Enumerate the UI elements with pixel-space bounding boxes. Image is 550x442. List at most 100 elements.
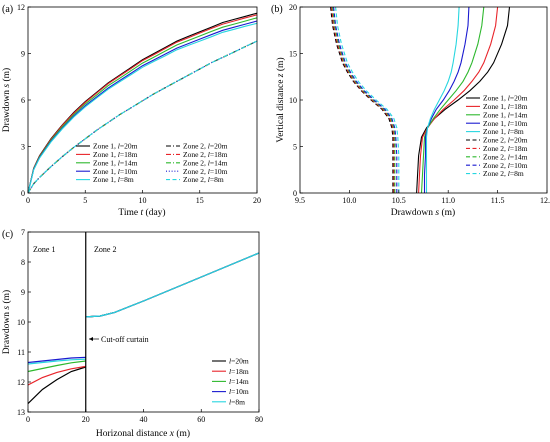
panel-c-ylabel: Drawdown s (m) [1,290,12,354]
panel-c-ytick-label: 11 [17,348,25,357]
panel-a-ylabel: Drawdown s (m) [1,68,12,132]
panel-a-xtick-label: 5 [83,196,87,205]
panel-c-ytick-label: 12 [17,378,25,387]
panel-a-series-zone-1-l-8m [27,22,258,194]
panel-c-xlabel: Horizonal distance x (m) [96,428,190,439]
panel-b-legend-label: Zone 1, l=20m [483,94,528,103]
panel-a-ytick-label: 9 [21,50,25,59]
curtain-annotation: Cut-off curtain [101,335,149,344]
panel-c-ytick-label: 8 [21,258,25,267]
panel-b-ytick-label: 15 [289,50,297,59]
panel-a-legend-label: Zone 1, l=14m [93,158,138,167]
panel-a-legend-label: Zone 2, l=20m [183,142,228,151]
panel-b-series-zone-2-l-20m [330,6,394,193]
panel-c: (c) Zone 1 Zone 2 Cut-off curtain 0 20 40 6… [1,228,263,439]
panel-c-legend-label: l=10m [229,387,249,396]
panel-b-legend-label: Zone 1, l=10m [483,119,528,128]
panel-c-zone2-series-l-8m [85,252,260,318]
panel-c-zone1-series-l-18m [27,365,86,386]
panel-c-zone1-series-l-8m [27,358,86,365]
panel-b-series-zone-2-l-14m [332,6,396,193]
panel-a-legend-label: Zone 2, l=10m [183,167,228,176]
panel-b-series-zone-2-l-8m [335,6,400,193]
panel-c-legend-label: l=20m [229,357,249,366]
panel-c-zone1-series-l-20m [27,366,86,405]
zone-2-label: Zone 2 [94,245,116,254]
panel-c-ytick-label: 7 [21,228,25,237]
panel-c-ytick-label: 10 [17,318,25,327]
panel-b-series-zone-2-l-10m [333,6,398,193]
panel-a-legend-label: Zone 1, l=20m [93,142,138,151]
panel-c-ytick-label: 9 [21,288,25,297]
panel-a-ytick-label: 0 [21,189,25,198]
panel-a-xtick-label: 15 [196,196,204,205]
panel-a-legend-label: Zone 2, l=14m [183,158,228,167]
panel-b-xtick-label: 9.5 [295,196,305,205]
panel-a-legend-label: Zone 2, l=8m [183,175,224,184]
panel-c-zone2-series-l-14m [85,252,260,318]
panel-a-xlabel: Time t (day) [118,207,165,218]
zone-1-label: Zone 1 [33,245,55,254]
panel-a-ytick-label: 6 [21,96,25,105]
panel-a-series-zone-1-l-18m [27,14,258,194]
panel-a: (a) 0 5 10 15 20 0 3 6 9 12 Time t (day) Drawdown… [1,3,261,218]
panel-a-xtick-label: 0 [26,196,30,205]
panel-b-series-zone-1-l-18m [418,6,499,194]
panel-b-legend-label: Zone 2, l=14m [483,152,528,161]
panel-a-legend-label: Zone 1, l=10m [93,167,138,176]
panel-c-zone1-series-l-10m [27,356,86,364]
panel-b-xtick-label: 11.0 [441,196,455,205]
panel-b-series-zone-2-l-18m [331,6,395,193]
panel-a-legend-label: Zone 1, l=18m [93,150,138,159]
panel-b-xtick-label: 10.5 [392,196,406,205]
panel-c-legend-label: l=18m [229,367,249,376]
panel-b-series-zone-1-l-10m [423,6,470,193]
panel-c-xtick-label: 80 [255,415,263,424]
panel-a-series-group [27,12,258,194]
panel-b-xtick-label: 11.5 [491,196,505,205]
panel-a-ytick-label: 12 [17,3,25,12]
panel-b-legend-label: Zone 1, l=18m [483,102,528,111]
panel-b-ylabel: Vertical distance z (m) [275,57,286,142]
panel-b-ytick-label: 0 [293,189,297,198]
panel-a-ticks: 0 5 10 15 20 0 3 6 9 12 [17,3,261,205]
panel-b-ytick-label: 20 [289,3,297,12]
panel-b-legend-label: Zone 1, l=14m [483,110,528,119]
panel-c-zone2-series-l-20m [85,252,260,318]
panel-a-series-zone-1-l-14m [27,17,258,194]
panel-c-series-group [27,252,260,405]
panel-c-zone2-series-l-18m [85,252,260,318]
panel-b-ytick-label: 10 [289,96,297,105]
panel-a-xtick-label: 10 [139,196,147,205]
panel-b-legend-label: Zone 2, l=20m [483,136,528,145]
panel-c-legend-label: l=8m [229,397,245,406]
panel-b-xlabel: Drawdown s (m) [391,207,455,218]
panel-c-xtick-label: 60 [197,415,205,424]
panel-b-series-zone-1-l-8m [425,6,460,193]
panel-b-xtick-label: 10.0 [342,196,356,205]
panel-a-xtick-label: 20 [253,196,261,205]
panel-c-frame [27,231,260,413]
panel-b-ticks: 9.5 10.0 10.5 11.0 11.5 12.0 0 5 10 15 20 [289,3,550,205]
panel-b-ytick-label: 5 [293,143,297,152]
panel-b-legend-label: Zone 2, l=10m [483,161,528,170]
panel-b: (b) 9.5 10.0 10.5 11.0 11.5 12.0 0 5 10 15 20 Draw… [271,3,550,218]
panel-c-legend-label: l=14m [229,377,249,386]
panel-b-series-group [330,6,511,194]
panel-a-ytick-label: 3 [21,143,25,152]
panel-b-xtick-label: 12.0 [540,196,550,205]
panel-b-legend-label: Zone 1, l=8m [483,127,524,136]
panel-c-ytick-label: 13 [17,408,25,417]
panel-c-xtick-label: 20 [82,415,90,424]
panel-b-legend-label: Zone 2, l=8m [483,169,524,178]
panel-a-legend-label: Zone 2, l=18m [183,150,228,159]
curtain-annotation-arrowhead [89,337,93,341]
panel-c-xtick-label: 40 [140,415,148,424]
panel-b-series-zone-1-l-20m [416,6,511,194]
panel-c-xtick-label: 0 [26,415,30,424]
panel-b-series-zone-1-l-14m [420,6,485,194]
panel-c-ticks: 0 20 40 60 80 7 8 9 10 11 12 13 [17,228,263,424]
